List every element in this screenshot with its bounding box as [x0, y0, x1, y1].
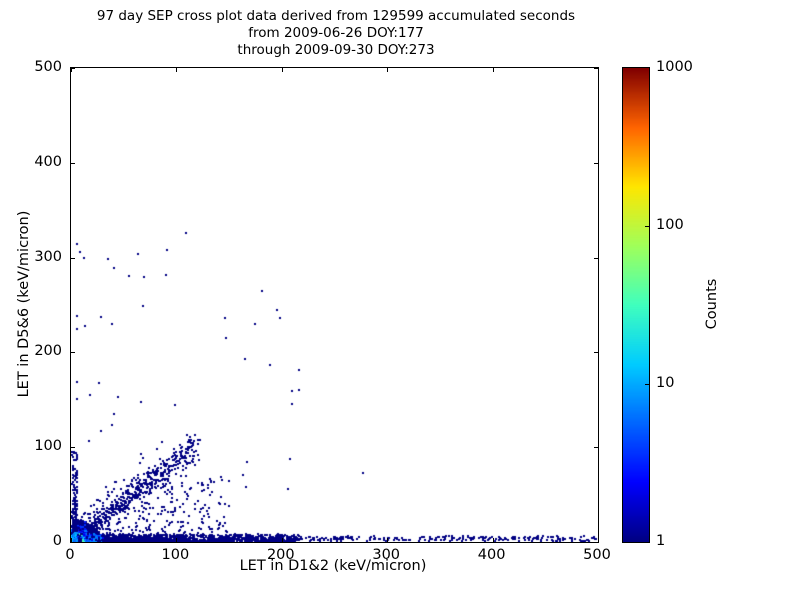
x-tick-label: 300	[372, 547, 401, 563]
y-tick-label: 0	[52, 533, 62, 549]
y-axis-label: LET in D5&6 (keV/micron)	[16, 210, 32, 398]
chart-title-line-1: 97 day SEP cross plot data derived from …	[96, 8, 576, 24]
x-tick-label: 500	[583, 547, 611, 563]
chart-title-line-2: from 2009-06-26 DOY:177	[248, 25, 424, 41]
x-tick-major-top	[176, 68, 178, 72]
y-tick-major-right	[594, 352, 598, 354]
y-tick-major-right	[594, 447, 598, 449]
colorbar-tick	[645, 226, 649, 227]
y-tick-label: 400	[34, 153, 62, 170]
y-tick-label: 500	[34, 59, 62, 75]
y-tick-major-right	[594, 542, 598, 543]
y-tick-major-right	[594, 162, 598, 164]
x-tick-major	[598, 538, 599, 542]
chart-title-line-3: through 2009-09-30 DOY:273	[237, 42, 435, 58]
y-tick-label: 100	[34, 438, 62, 455]
colorbar-tick-label: 100	[656, 217, 684, 233]
y-tick-major	[71, 542, 75, 543]
x-tick-major-top	[281, 68, 283, 72]
x-tick-major	[71, 538, 72, 542]
x-tick-major-top	[387, 68, 389, 72]
y-tick-major	[71, 162, 75, 164]
y-tick-major	[71, 68, 75, 69]
colorbar-tick-label: 1000	[656, 59, 693, 75]
y-tick-label: 300	[34, 248, 62, 265]
x-axis-label: LET in D1&2 (keV/micron)	[239, 558, 427, 574]
x-tick-major	[492, 538, 494, 542]
y-tick-major-right	[594, 257, 598, 259]
plot-axes	[70, 67, 599, 543]
colorbar	[622, 67, 650, 543]
scatter-heatmap-canvas	[71, 68, 598, 542]
y-tick-major	[71, 352, 75, 354]
x-tick-major	[281, 538, 283, 542]
x-tick-major	[387, 538, 389, 542]
x-tick-major	[176, 538, 178, 542]
colorbar-tick	[645, 384, 649, 385]
x-tick-label: 100	[161, 547, 190, 563]
chart-title: 97 day SEP cross plot data derived from …	[0, 8, 672, 59]
x-tick-label: 200	[266, 547, 295, 563]
x-tick-major-top	[598, 68, 599, 72]
y-tick-major	[71, 257, 75, 259]
y-tick-major	[71, 447, 75, 449]
y-tick-major-right	[594, 68, 598, 69]
colorbar-tick-label: 10	[656, 375, 675, 391]
x-tick-major-top	[71, 68, 72, 72]
colorbar-gradient	[623, 68, 649, 542]
x-tick-major-top	[492, 68, 494, 72]
colorbar-label: Counts	[704, 278, 720, 330]
x-tick-label: 0	[65, 547, 75, 563]
colorbar-tick-label: 1	[656, 533, 666, 549]
y-tick-label: 200	[34, 343, 62, 360]
x-tick-label: 400	[477, 547, 506, 563]
